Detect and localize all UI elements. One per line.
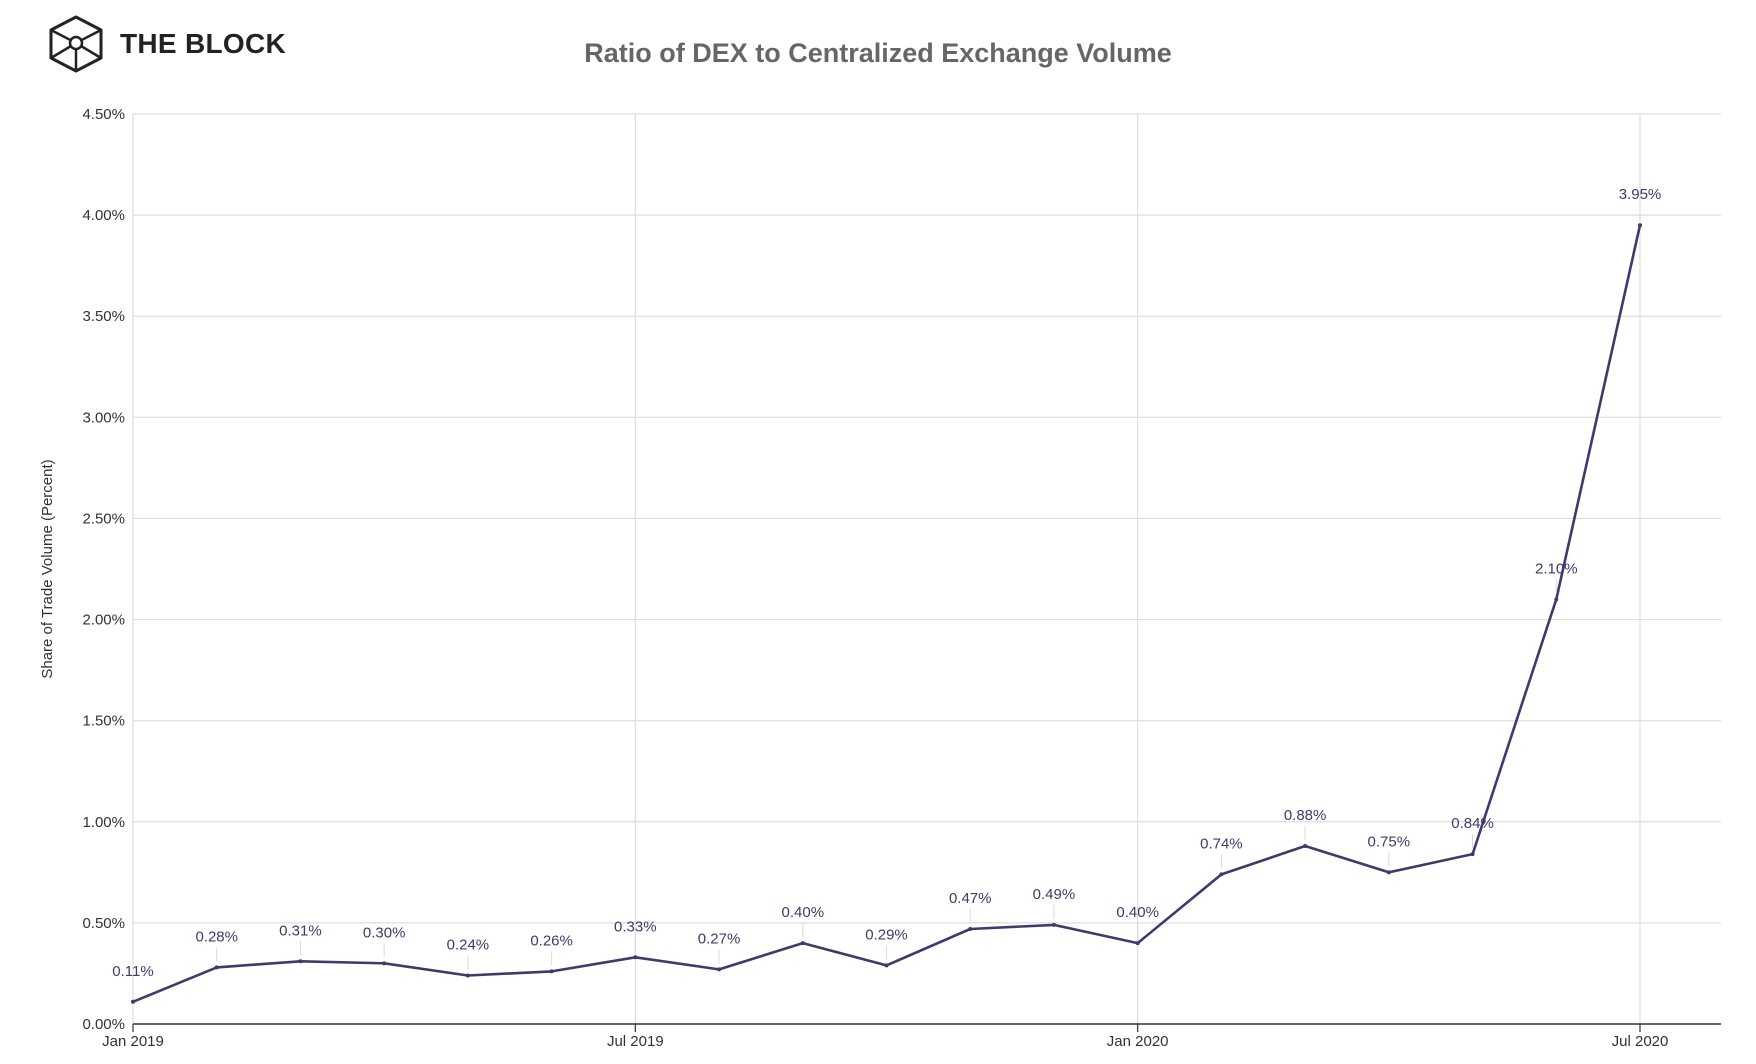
chart-title: Ratio of DEX to Centralized Exchange Vol… xyxy=(584,38,1172,68)
data-label: 0.49% xyxy=(1033,886,1076,903)
x-tick-label: Jul 2020 xyxy=(1612,1033,1669,1050)
data-point xyxy=(884,963,889,968)
data-point xyxy=(1638,223,1642,228)
data-point xyxy=(131,999,135,1004)
y-tick-label: 4.00% xyxy=(82,207,125,224)
x-tick-labels: Jan 2019 Jul 2019 Jan 2020 Jul 2020 xyxy=(102,1033,1668,1050)
data-label: 0.26% xyxy=(530,932,573,949)
data-point xyxy=(1051,922,1056,927)
series-line xyxy=(132,224,1642,1004)
data-point xyxy=(800,941,805,946)
y-tick-label: 3.00% xyxy=(82,409,125,426)
y-tick-label: 0.50% xyxy=(82,915,125,932)
data-point xyxy=(1470,852,1475,857)
data-label: 0.30% xyxy=(363,924,406,941)
data-point xyxy=(465,973,470,978)
data-label: 0.40% xyxy=(782,904,825,921)
data-label: 0.75% xyxy=(1368,833,1411,850)
y-tick-label: 3.50% xyxy=(82,308,125,325)
y-tick-label: 2.00% xyxy=(82,612,125,629)
y-tick-label: 4.50% xyxy=(82,106,125,123)
x-tick-label: Jul 2019 xyxy=(607,1033,664,1050)
data-label: 0.28% xyxy=(195,928,238,945)
data-label: 3.95% xyxy=(1619,186,1662,203)
data-label: 0.27% xyxy=(698,930,741,947)
y-axis-label: Share of Trade Volume (Percent) xyxy=(39,459,56,678)
data-point xyxy=(1303,844,1308,849)
data-label: 2.10% xyxy=(1535,560,1578,577)
data-label: 0.31% xyxy=(279,922,322,939)
data-point xyxy=(214,965,219,970)
cube-logo-icon xyxy=(49,15,103,73)
data-point xyxy=(633,955,638,960)
data-point xyxy=(968,926,973,931)
y-tick-label: 1.50% xyxy=(82,713,125,730)
data-point xyxy=(1386,870,1391,875)
data-label: 0.88% xyxy=(1284,807,1327,824)
y-tick-label: 1.00% xyxy=(82,814,125,831)
y-tick-label: 0.00% xyxy=(82,1016,125,1033)
brand: THE BLOCK xyxy=(46,14,286,74)
data-label: 0.29% xyxy=(865,926,908,943)
y-tick-label: 2.50% xyxy=(82,510,125,527)
data-point xyxy=(382,961,387,966)
data-point xyxy=(717,967,722,972)
data-point xyxy=(1135,941,1140,946)
grid-lines xyxy=(133,113,1721,1024)
data-point xyxy=(1554,597,1559,602)
brand-name: THE BLOCK xyxy=(120,28,287,59)
axes xyxy=(132,114,1721,1032)
y-tick-labels: 0.00% 0.50% 1.00% 1.50% 2.00% 2.50% 3.00% 3.50%… xyxy=(82,106,125,1033)
series-line xyxy=(131,223,1642,1004)
data-labels: 0.11% 0.28% 0.31% 0.30% 0.24% 0.26% 0.33% 0.27%… xyxy=(112,186,1661,996)
x-tick-label: Jan 2020 xyxy=(1107,1033,1169,1050)
data-point xyxy=(1219,872,1224,877)
data-point xyxy=(298,959,303,964)
data-label: 0.24% xyxy=(447,936,490,953)
data-point xyxy=(549,969,554,974)
data-label: 0.11% xyxy=(112,963,153,980)
x-tick-label: Jan 2019 xyxy=(102,1033,164,1050)
data-label: 0.74% xyxy=(1200,835,1243,852)
data-label: 0.40% xyxy=(1116,904,1159,921)
data-label: 0.84% xyxy=(1451,815,1494,832)
data-label: 0.47% xyxy=(949,890,992,907)
data-label: 0.33% xyxy=(614,918,657,935)
